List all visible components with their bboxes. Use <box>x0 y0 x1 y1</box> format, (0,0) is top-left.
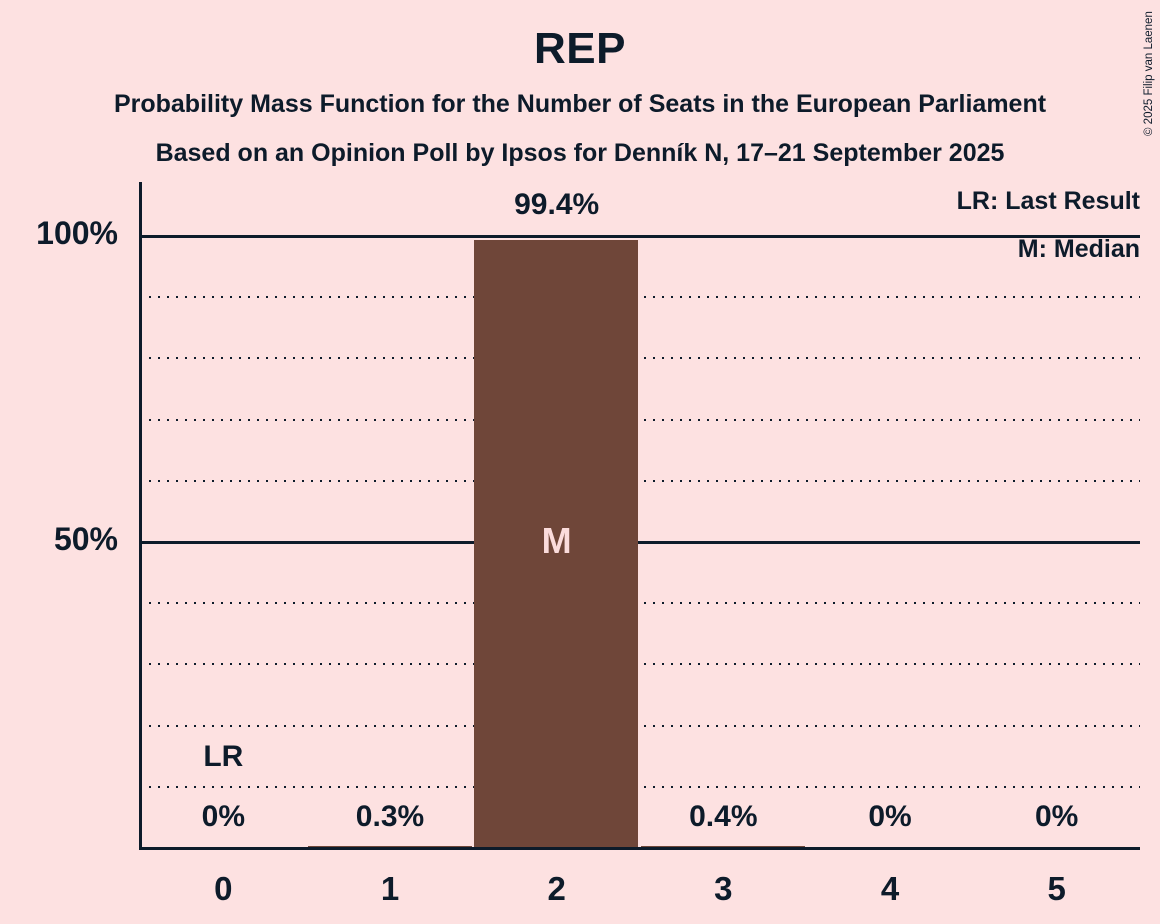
chart-subtitle-1: Probability Mass Function for the Number… <box>113 90 1047 118</box>
gridline-solid-100pct <box>140 234 1140 238</box>
x-axis-line <box>138 846 1140 850</box>
y-axis-line <box>138 182 142 850</box>
gridline-dotted-30pct <box>140 663 1140 666</box>
gridline-dotted-90pct <box>140 296 1140 299</box>
gridline-solid-50pct <box>140 540 1140 544</box>
bar-seats-2 <box>474 239 639 848</box>
y-axis-label-100pct: 100% <box>36 215 118 251</box>
x-axis-label-5: 5 <box>1047 870 1066 907</box>
gridline-dotted-60pct <box>140 479 1140 482</box>
value-label-1: 0.3% <box>355 800 425 833</box>
chart-subtitle-2: Based on an Opinion Poll by Ipsos for De… <box>155 139 1005 167</box>
value-label-4: 0% <box>868 800 912 833</box>
legend-median: M: Median <box>1017 235 1140 263</box>
chart-title: REP <box>534 24 626 73</box>
gridline-dotted-20pct <box>140 724 1140 727</box>
value-label-3: 0.4% <box>689 800 758 833</box>
median-marker: M <box>541 519 572 561</box>
legend-last-result: LR: Last Result <box>956 187 1140 215</box>
gridline-dotted-70pct <box>140 418 1140 421</box>
gridline-dotted-10pct <box>140 785 1140 788</box>
x-axis-label-0: 0 <box>214 870 233 907</box>
copyright-notice: © 2025 Filip van Laenen <box>1143 11 1155 136</box>
x-axis-label-4: 4 <box>880 870 900 907</box>
x-axis-label-2: 2 <box>547 870 566 907</box>
x-axis-label-1: 1 <box>380 870 400 907</box>
y-axis-label-50pct: 50% <box>53 521 118 557</box>
value-label-0: 0% <box>201 800 245 833</box>
last-result-marker: LR <box>203 740 244 773</box>
x-axis-label-3: 3 <box>714 870 733 907</box>
value-label-5: 0% <box>1034 800 1079 833</box>
gridline-dotted-80pct <box>140 357 1140 360</box>
value-label-2: 99.4% <box>514 188 600 221</box>
gridline-dotted-40pct <box>140 602 1140 605</box>
